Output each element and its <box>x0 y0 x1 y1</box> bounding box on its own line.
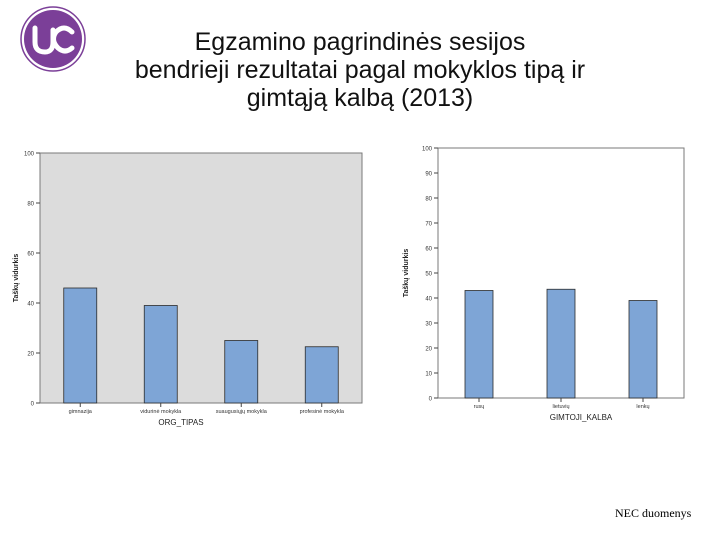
left-x-tick-label: vidurinė mokykla <box>140 409 182 415</box>
title-line-1: Egzamino pagrindinės sesijos <box>194 28 526 56</box>
right-x-tick-label: lenkų <box>636 404 649 410</box>
usc-logo-icon <box>20 6 86 72</box>
right-bar <box>464 290 494 399</box>
right-y-tick-label: 50 <box>425 272 432 278</box>
left-y-tick-label: 40 <box>27 302 34 308</box>
left-bar <box>63 287 98 404</box>
right-y-tick-label: 70 <box>425 222 432 228</box>
right-x-tick-label: lietuvių <box>552 404 569 410</box>
right-x-axis-label: GIMTOJI_KALBA <box>550 413 613 422</box>
left-bar <box>143 305 178 404</box>
right-y-tick-label: 40 <box>425 297 432 303</box>
right-y-tick-label: 100 <box>422 147 433 153</box>
right-bar <box>628 300 658 399</box>
left-bar <box>304 346 339 404</box>
title-line-2: bendrieji rezultatai pagal mokyklos tipą… <box>134 56 586 84</box>
left-y-tick-label: 60 <box>27 252 34 258</box>
chart-gimtoji-kalba: 0 10 20 30 40 50 60 70 80 90 100 rusų lietuvių lenkų G… <box>403 147 685 422</box>
right-y-tick-label: 30 <box>425 322 432 328</box>
right-y-axis-label: Taškų vidurkis <box>403 249 410 298</box>
left-y-axis-label: Taškų vidurkis <box>13 254 20 303</box>
left-x-tick-label: suaugusiųjų mokykla <box>216 409 268 415</box>
left-y-tick-label: 100 <box>24 152 35 158</box>
right-y-tick-label: 10 <box>425 372 432 378</box>
left-x-tick-label: profesinė mokykla <box>300 409 345 415</box>
left-bar <box>224 340 259 404</box>
chart-org-tipas: 0 20 40 60 80 100 gimnazija vidurinė mokykla sua… <box>13 152 363 427</box>
left-x-tick-label: gimnazija <box>69 409 93 415</box>
left-y-tick-label: 0 <box>31 402 35 408</box>
left-y-tick-label: 20 <box>27 352 34 358</box>
page-title: Egzamino pagrindinės sesijos bendrieji r… <box>90 28 630 112</box>
right-y-tick-label: 20 <box>425 347 432 353</box>
left-x-axis-label: ORG_TIPAS <box>158 418 203 427</box>
left-y-tick-label: 80 <box>27 202 34 208</box>
right-y-tick-label: 80 <box>425 197 432 203</box>
right-x-tick-label: rusų <box>474 404 485 410</box>
source-note: NEC duomenys <box>615 506 692 520</box>
right-y-tick-label: 0 <box>429 397 433 403</box>
right-bar <box>546 288 576 399</box>
right-y-tick-label: 90 <box>425 172 432 178</box>
right-y-tick-label: 60 <box>425 247 432 253</box>
title-line-3: gimtąją kalbą (2013) <box>246 84 474 112</box>
